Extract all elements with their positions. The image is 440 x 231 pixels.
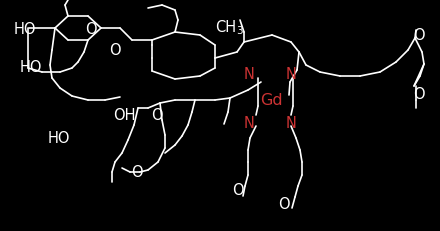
Text: N: N	[286, 67, 297, 82]
Text: O: O	[413, 87, 425, 102]
Text: O: O	[85, 22, 97, 37]
Text: O: O	[278, 197, 290, 212]
Text: Gd: Gd	[260, 93, 282, 108]
Text: HO: HO	[20, 60, 43, 75]
Text: CH: CH	[215, 20, 236, 35]
Text: OH: OH	[113, 108, 136, 123]
Text: HO: HO	[48, 131, 70, 146]
Text: O: O	[151, 108, 163, 123]
Text: O: O	[232, 183, 244, 198]
Text: HO: HO	[14, 22, 37, 37]
Text: O: O	[131, 165, 143, 180]
Text: N: N	[286, 116, 297, 131]
Text: 3: 3	[236, 26, 242, 36]
Text: O: O	[413, 28, 425, 43]
Text: N: N	[244, 67, 255, 82]
Text: O: O	[109, 43, 121, 58]
Text: N: N	[244, 116, 255, 131]
